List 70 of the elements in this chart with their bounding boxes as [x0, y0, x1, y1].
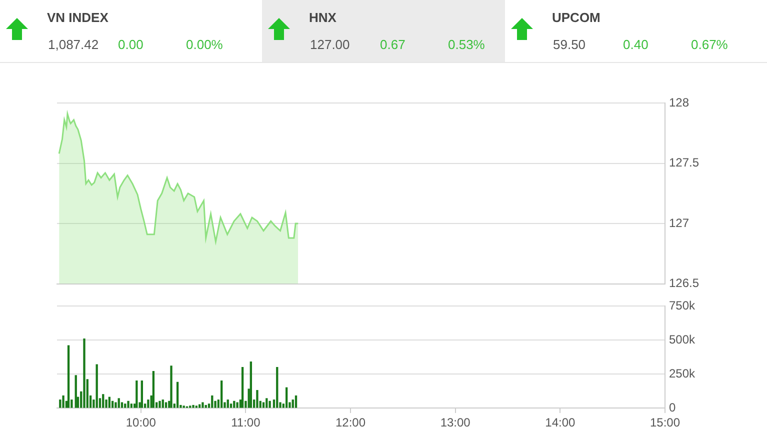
- text: UPCOM: [552, 10, 600, 25]
- x-tick-label: 13:00: [440, 416, 471, 428]
- bar: [241, 366, 244, 408]
- bar: [118, 398, 120, 408]
- bar: [233, 400, 236, 408]
- bar: [220, 380, 223, 408]
- bar: [127, 400, 130, 408]
- text: HNX: [309, 10, 336, 25]
- x-tick-label: 10:00: [126, 416, 156, 428]
- bar: [285, 387, 288, 408]
- bar: [294, 395, 298, 408]
- bar: [250, 362, 252, 408]
- bar: [226, 400, 229, 408]
- bar: [102, 394, 104, 408]
- bar: [62, 395, 64, 408]
- bar: [170, 366, 172, 408]
- bar: [152, 371, 155, 408]
- bar: [292, 400, 294, 408]
- text: 59.50: [553, 37, 586, 52]
- x-tick-label: 12:00: [336, 416, 366, 428]
- bar: [140, 380, 143, 408]
- bar: [130, 404, 133, 408]
- y-tick-label: 0: [669, 400, 676, 414]
- bar: [96, 364, 98, 408]
- bar: [124, 404, 126, 408]
- bar: [230, 404, 232, 408]
- bar: [198, 404, 201, 408]
- bar: [256, 390, 258, 408]
- y-tick-label: 750k: [669, 298, 696, 313]
- bar: [268, 400, 271, 408]
- bar: [164, 402, 168, 408]
- bar: [202, 402, 204, 408]
- text: 1,087.42: [48, 37, 99, 52]
- bar: [147, 400, 150, 408]
- bar: [108, 396, 110, 408]
- bar: [276, 366, 278, 408]
- x-tick-label: 11:00: [231, 416, 261, 428]
- bar: [158, 400, 161, 408]
- y-tick-label: 128: [669, 95, 690, 110]
- text: 0.00: [118, 37, 144, 52]
- bar: [136, 380, 138, 408]
- bar: [266, 398, 268, 408]
- text: 0.40: [623, 37, 648, 52]
- bar: [59, 400, 62, 408]
- y-tick-label: 126.5: [669, 276, 700, 290]
- y-tick-label: 127: [669, 216, 690, 230]
- bar: [176, 382, 179, 408]
- bar: [83, 338, 86, 408]
- text: 127.00: [310, 37, 350, 52]
- bar: [74, 375, 77, 408]
- text: 0.53%: [448, 37, 485, 52]
- text: 0.00%: [186, 37, 223, 52]
- y-tick-label: 500k: [669, 332, 696, 346]
- text: 0.67%: [691, 37, 728, 52]
- bar: [192, 404, 194, 408]
- bar: [114, 402, 117, 408]
- bar: [67, 345, 70, 408]
- y-tick-label: 127.5: [669, 156, 700, 170]
- bar: [236, 402, 238, 408]
- x-tick-label: 15:00: [650, 416, 680, 428]
- bar: [162, 400, 164, 408]
- bar: [211, 395, 214, 408]
- x-tick-label: 14:00: [545, 416, 576, 428]
- bar: [204, 404, 207, 408]
- text: VN INDEX: [47, 10, 108, 25]
- y-tick-label: 250k: [669, 366, 696, 380]
- bar: [120, 402, 124, 408]
- bar: [262, 402, 265, 408]
- text: 0.67: [380, 37, 406, 52]
- bar: [111, 400, 114, 408]
